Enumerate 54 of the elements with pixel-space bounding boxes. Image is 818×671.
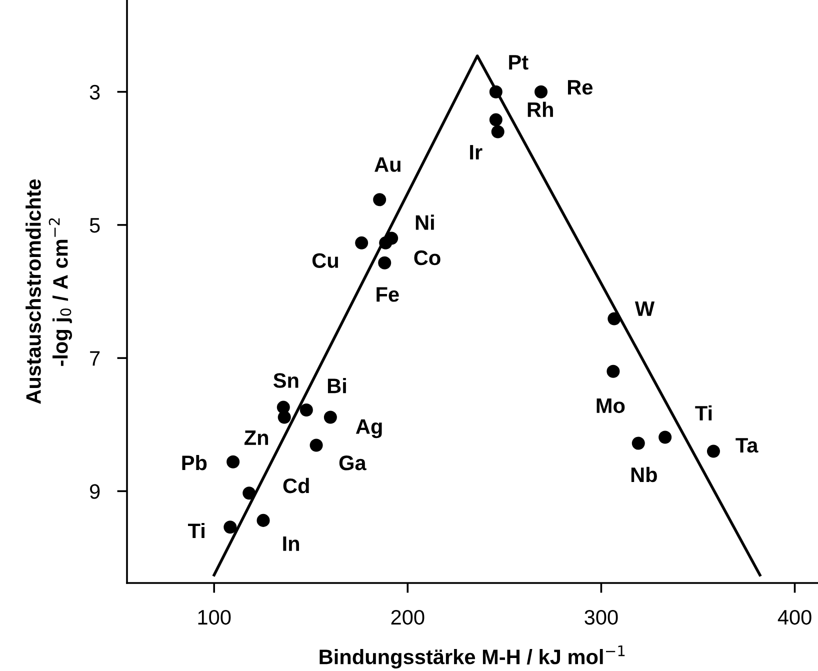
x-axis-title: Bindungsstärke M-H / kJ mol$^{−1}$ [320, 645, 625, 668]
point [534, 85, 548, 98]
annotation: Ag [356, 419, 382, 438]
point [224, 520, 237, 534]
point [706, 444, 720, 458]
annotation: Ta [736, 438, 758, 453]
annotation: Sn [273, 373, 298, 388]
point [608, 312, 621, 326]
annotation: Zn [244, 430, 268, 445]
point [278, 410, 291, 424]
annotation: Ti [188, 522, 204, 538]
point [355, 236, 368, 250]
point [373, 193, 386, 206]
point [489, 85, 502, 98]
point [491, 125, 504, 138]
point [242, 486, 256, 500]
annotation: Rh [528, 102, 553, 117]
point [226, 455, 240, 468]
annotation: Ti [695, 405, 712, 420]
x-tick-label: 200 [391, 610, 424, 625]
x-tick-label: 300 [584, 610, 618, 625]
annotation: Ir [470, 145, 482, 160]
point [489, 113, 502, 126]
x-tick-label: 100 [198, 610, 231, 625]
point [379, 236, 392, 250]
annotation: Mo [596, 398, 625, 414]
x-tick-label: 400 [778, 610, 812, 625]
y-tick-label: 9 [90, 484, 100, 499]
point [606, 364, 620, 378]
y-axis-title: Austauschstromdichte -log j$_{0}$ / A cm$^{−2}$ [26, 179, 72, 404]
annotation: Ga [339, 456, 366, 470]
point [658, 430, 672, 444]
annotation: Fe [376, 287, 399, 302]
y-tick-label: 5 [90, 218, 100, 233]
annotation: Cd [283, 478, 309, 494]
annotation: Pb [182, 454, 207, 470]
point [632, 436, 645, 450]
annotation: Bi [328, 378, 346, 394]
point [300, 403, 313, 416]
annotation: Nb [631, 466, 657, 482]
annotation: Co [414, 250, 440, 266]
annotation: Re [568, 80, 593, 95]
annotation: Ni [416, 214, 434, 230]
point [310, 438, 323, 452]
y-tick-label: 7 [90, 351, 100, 366]
annotation: Cu [312, 253, 338, 268]
annotation: W [634, 302, 655, 316]
point [324, 410, 337, 424]
y-tick-label: 3 [90, 84, 100, 100]
annotation: In [283, 536, 300, 551]
point [378, 256, 392, 270]
annotation: Pt [509, 55, 528, 70]
point [256, 514, 270, 527]
annotation: Au [374, 157, 400, 172]
